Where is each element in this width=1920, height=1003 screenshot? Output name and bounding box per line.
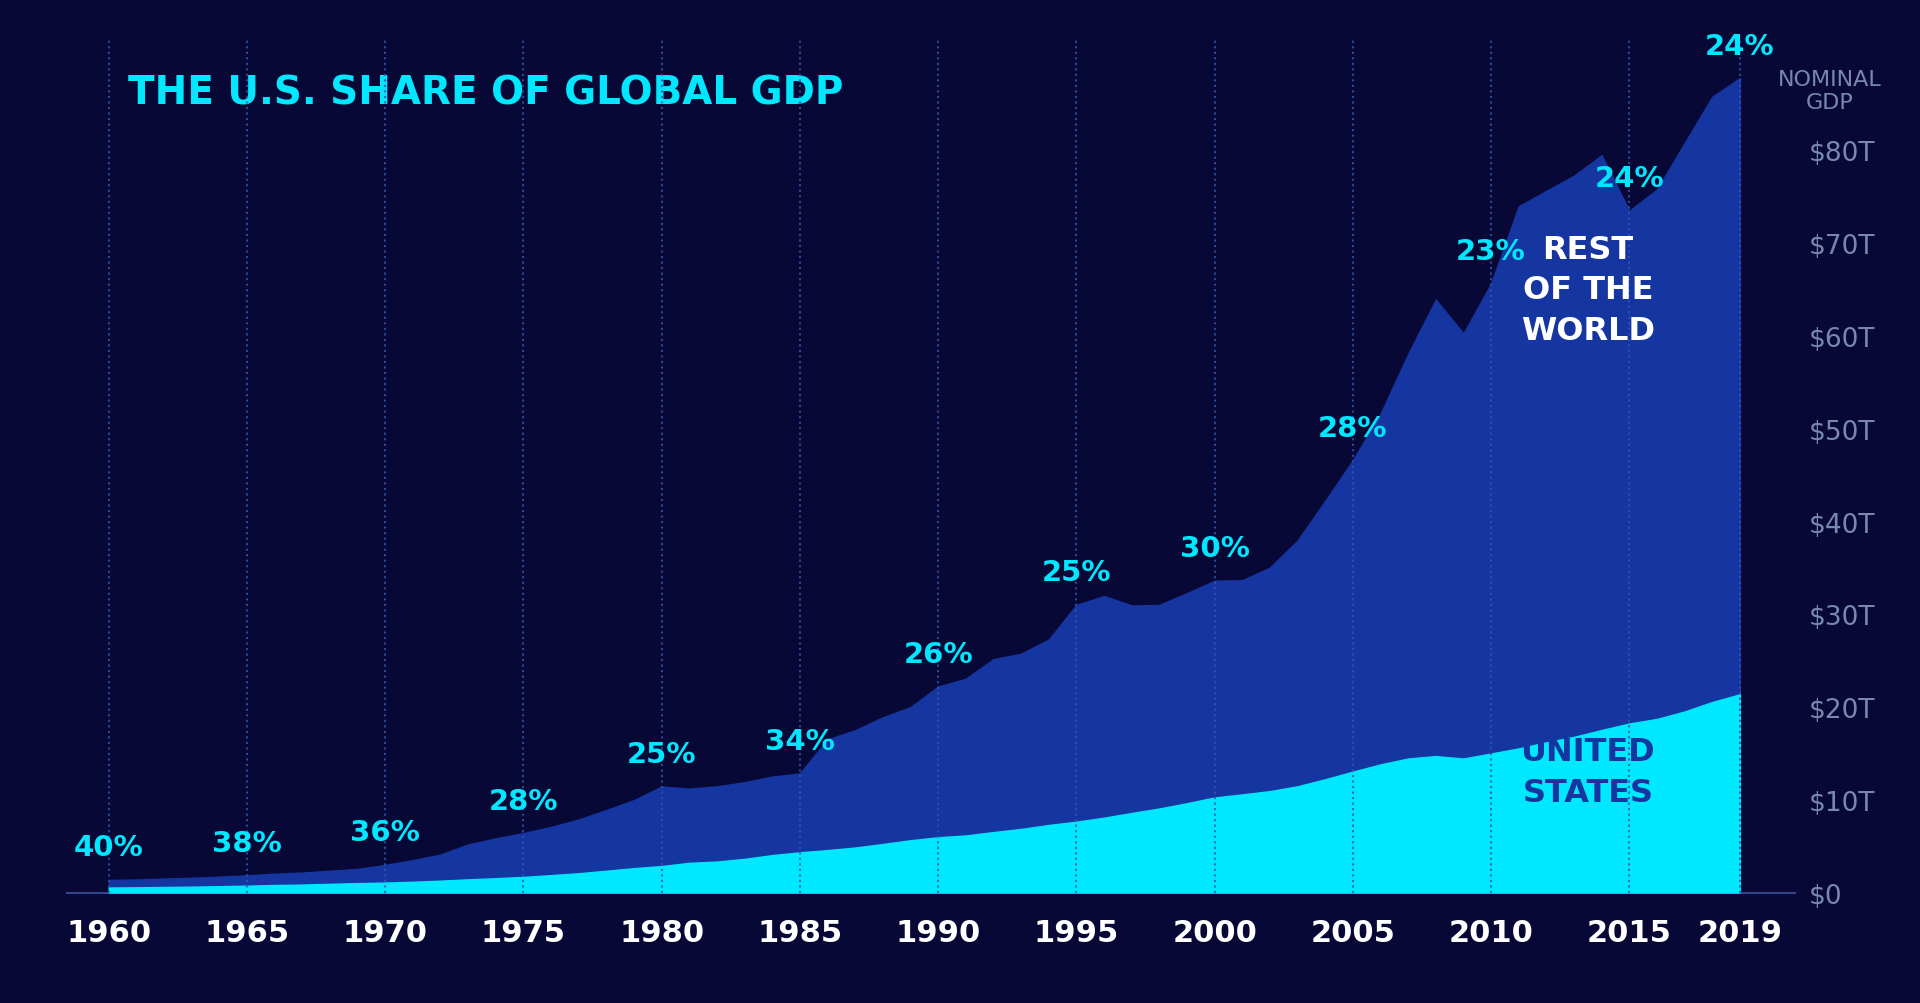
Text: 24%: 24% — [1594, 165, 1665, 193]
Text: REST
OF THE
WORLD: REST OF THE WORLD — [1521, 235, 1655, 346]
Text: 24%: 24% — [1705, 32, 1774, 60]
Text: 25%: 25% — [1043, 559, 1112, 587]
Text: THE U.S. SHARE OF GLOBAL GDP: THE U.S. SHARE OF GLOBAL GDP — [127, 74, 843, 112]
Text: 38%: 38% — [211, 828, 282, 857]
Text: 30%: 30% — [1179, 535, 1250, 563]
Text: 25%: 25% — [628, 740, 697, 768]
Text: UNITED
STATES: UNITED STATES — [1521, 736, 1655, 808]
Text: 26%: 26% — [902, 640, 973, 668]
Text: 40%: 40% — [73, 833, 144, 862]
Text: NOMINAL
GDP: NOMINAL GDP — [1778, 70, 1882, 113]
Text: 34%: 34% — [764, 727, 835, 755]
Text: 28%: 28% — [1319, 414, 1388, 442]
Text: 23%: 23% — [1455, 238, 1526, 266]
Text: 28%: 28% — [490, 786, 559, 814]
Text: 36%: 36% — [349, 818, 420, 847]
